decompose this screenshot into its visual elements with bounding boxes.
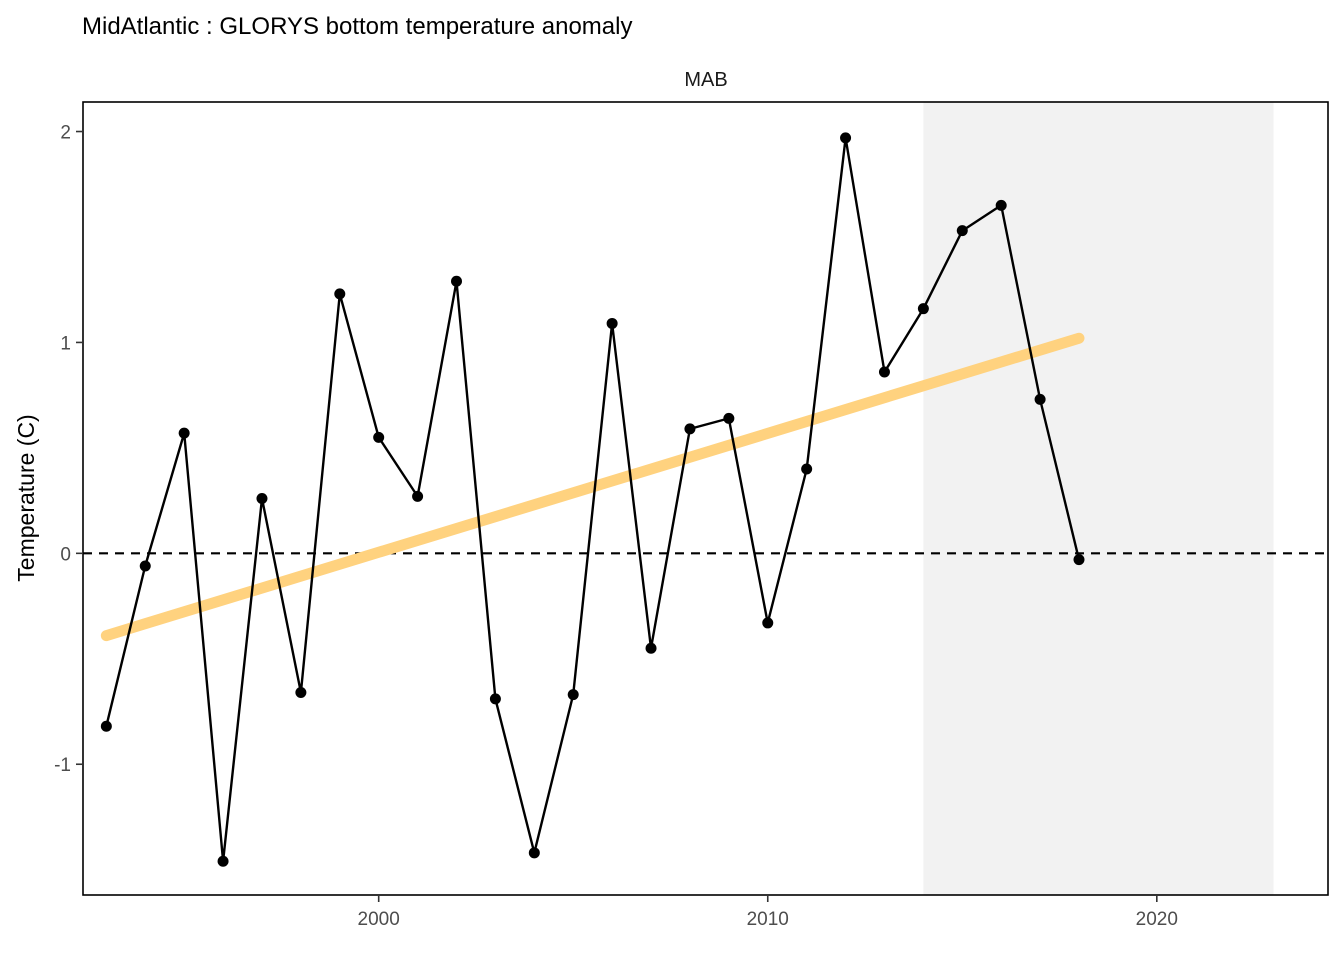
data-point-2000 (373, 431, 385, 443)
data-point-2012 (840, 132, 852, 144)
data-point-1997 (256, 493, 268, 504)
data-point-2009 (723, 412, 735, 424)
data-point-2017 (1034, 393, 1046, 405)
data-point-1999 (334, 288, 346, 300)
y-tick-label: -1 (54, 755, 71, 776)
data-point-2004 (528, 847, 540, 859)
y-axis-title: Temperature (C) (13, 414, 39, 581)
chart-title: MidAtlantic : GLORYS bottom temperature … (82, 13, 632, 40)
series-line (105, 136, 1081, 863)
data-point-1993 (100, 720, 112, 732)
data-point-2003 (489, 693, 501, 705)
data-point-2001 (412, 490, 424, 502)
data-point-2013 (878, 366, 890, 378)
y-tick-label: 2 (60, 123, 71, 144)
facet-strip-label: MAB (684, 69, 727, 91)
plot-area (82, 101, 1329, 896)
y-tick-label: 1 (60, 333, 71, 354)
data-point-1996 (217, 855, 229, 867)
x-tick-label: 2010 (747, 909, 789, 930)
data-point-2007 (645, 642, 657, 654)
data-point-2018 (1073, 554, 1085, 566)
data-point-2010 (762, 617, 774, 629)
data-point-2011 (801, 463, 813, 475)
series-group (100, 132, 1085, 867)
x-tick-label: 2000 (358, 909, 400, 930)
data-point-2005 (567, 689, 579, 701)
plot-border (82, 101, 1329, 896)
data-point-2008 (684, 423, 696, 435)
data-point-2002 (451, 275, 462, 287)
data-point-2016 (995, 199, 1007, 211)
data-point-1994 (139, 560, 151, 572)
trend-line (100, 332, 1085, 642)
x-tick-label: 2020 (1136, 909, 1178, 930)
y-axis: -1 0 1 2 (54, 123, 83, 776)
data-point-2006 (606, 317, 618, 329)
data-point-2015 (956, 225, 968, 237)
data-point-1995 (178, 427, 190, 439)
x-axis: 2000 2010 2020 (358, 895, 1178, 930)
data-point-2014 (917, 303, 929, 315)
y-tick-label: 0 (60, 544, 71, 565)
shaded-region (923, 102, 1274, 895)
data-point-1998 (295, 687, 307, 699)
